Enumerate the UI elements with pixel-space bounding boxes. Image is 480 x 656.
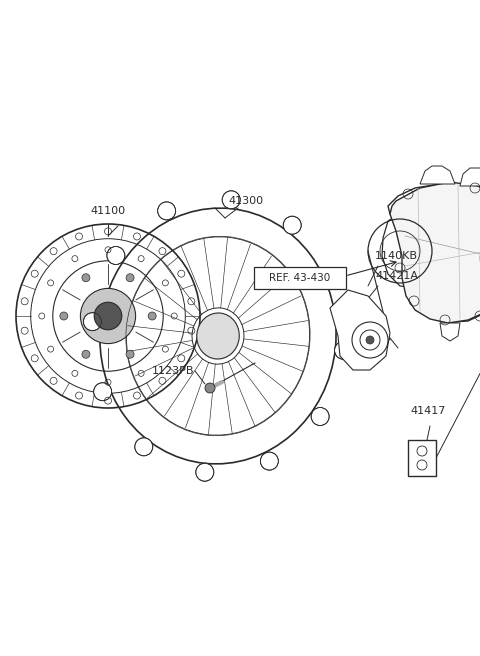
Polygon shape	[382, 196, 462, 288]
Circle shape	[126, 274, 134, 282]
Circle shape	[157, 202, 176, 220]
Polygon shape	[330, 290, 390, 370]
Text: 41100: 41100	[90, 206, 125, 216]
Text: 41300: 41300	[228, 196, 263, 206]
Circle shape	[335, 341, 353, 359]
Ellipse shape	[197, 313, 239, 359]
Circle shape	[205, 383, 215, 393]
Circle shape	[196, 463, 214, 482]
Circle shape	[126, 350, 134, 358]
Polygon shape	[408, 440, 436, 476]
Text: 41421A: 41421A	[375, 271, 418, 281]
Circle shape	[94, 302, 122, 330]
Circle shape	[311, 407, 329, 426]
Polygon shape	[388, 184, 480, 322]
Circle shape	[366, 336, 374, 344]
Text: 41417: 41417	[410, 406, 445, 416]
Circle shape	[84, 313, 101, 331]
Circle shape	[81, 289, 135, 344]
Polygon shape	[440, 323, 460, 341]
Text: REF. 43-430: REF. 43-430	[269, 273, 331, 283]
Circle shape	[283, 216, 301, 234]
Circle shape	[60, 312, 68, 320]
FancyBboxPatch shape	[254, 267, 346, 289]
Circle shape	[82, 350, 90, 358]
Circle shape	[94, 382, 112, 401]
Circle shape	[222, 191, 240, 209]
Circle shape	[324, 272, 342, 289]
Circle shape	[82, 274, 90, 282]
Text: 1140KB: 1140KB	[375, 251, 418, 261]
Polygon shape	[420, 166, 455, 184]
Polygon shape	[390, 182, 480, 323]
Polygon shape	[460, 168, 480, 186]
Text: 1123PB: 1123PB	[152, 366, 194, 376]
Circle shape	[148, 312, 156, 320]
Circle shape	[107, 247, 125, 264]
Circle shape	[260, 452, 278, 470]
Circle shape	[135, 438, 153, 456]
